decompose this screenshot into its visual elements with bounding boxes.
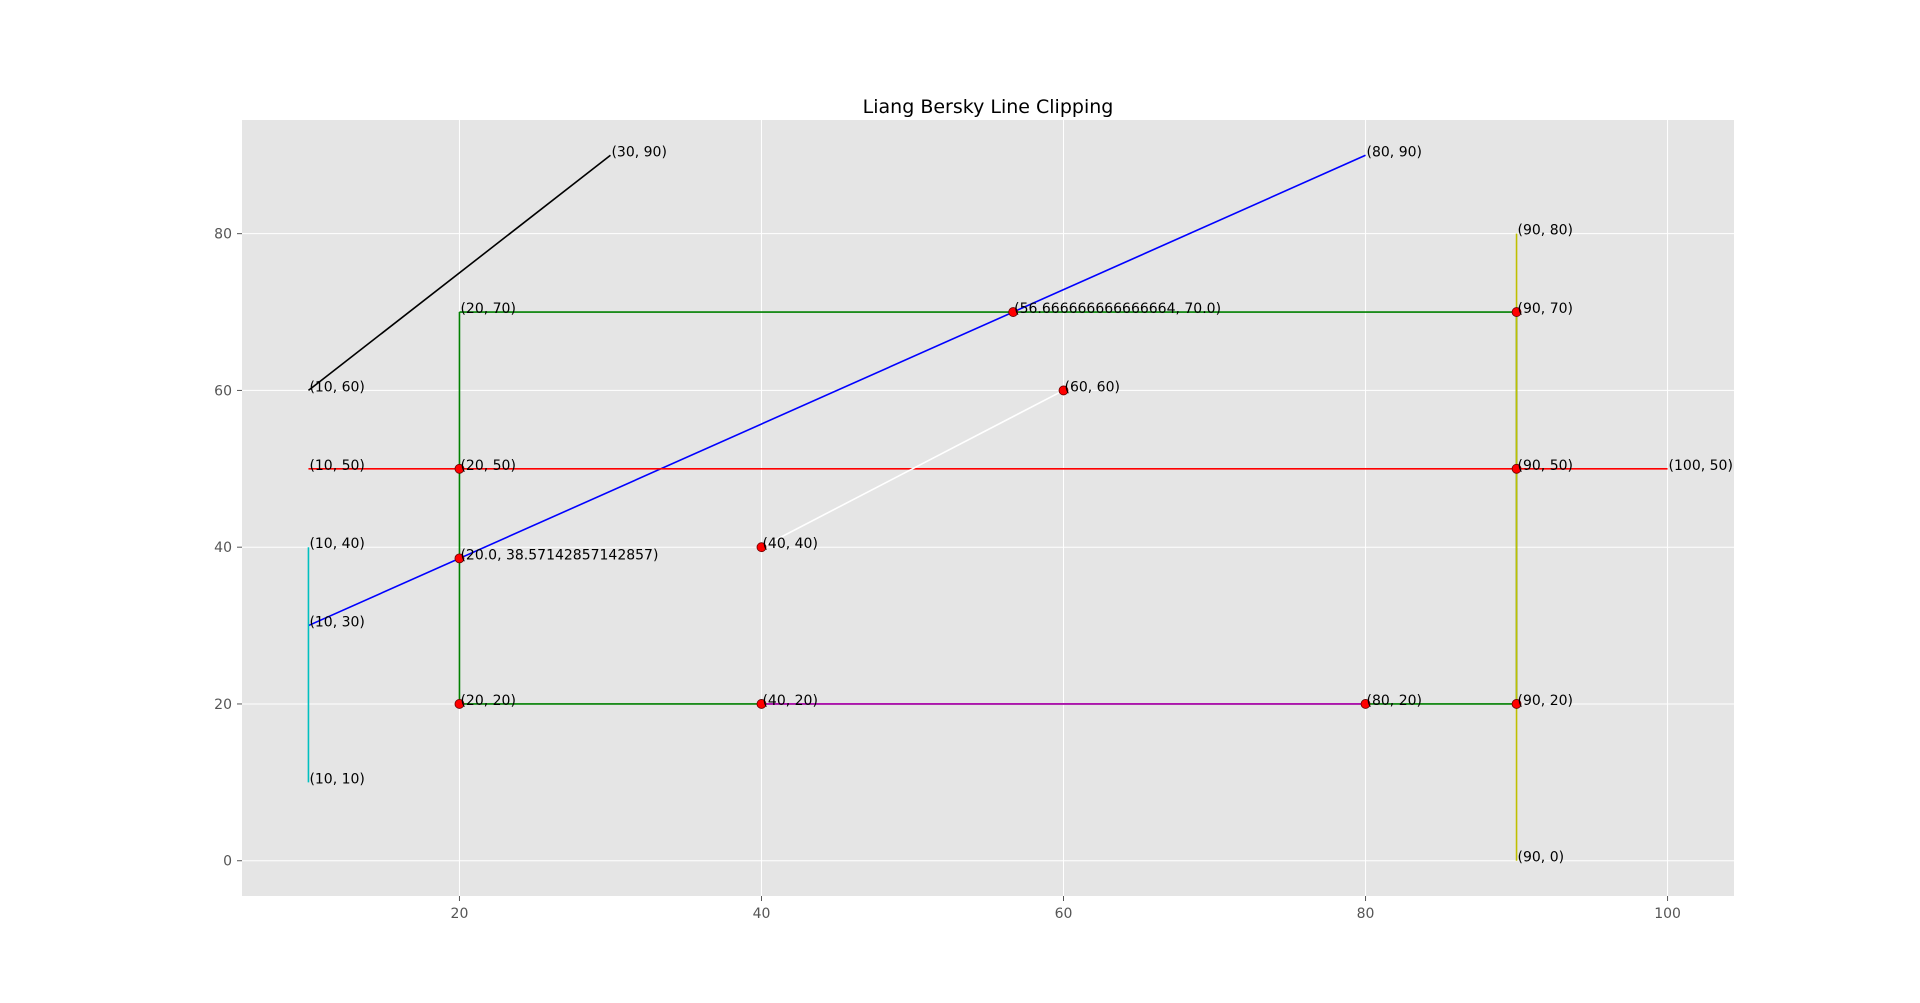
data-point	[1058, 385, 1069, 396]
point-label: (20, 70)	[460, 301, 515, 317]
series-line-1	[307, 154, 611, 392]
data-point	[454, 553, 465, 564]
x-tick-label: 20	[451, 906, 469, 922]
point-label: (80, 20)	[1367, 693, 1422, 709]
point-label: (40, 20)	[762, 693, 817, 709]
point-label: (60, 60)	[1065, 379, 1120, 395]
y-tick-label: 40	[214, 540, 232, 556]
point-label: (10, 50)	[309, 458, 364, 474]
x-tick-label: 60	[1055, 906, 1073, 922]
plot-area	[242, 120, 1734, 896]
point-label: (20, 20)	[460, 693, 515, 709]
point-label: (30, 90)	[611, 144, 666, 160]
point-label: (40, 40)	[762, 536, 817, 552]
data-point	[756, 699, 767, 709]
data-point	[1511, 307, 1522, 317]
series-lines	[307, 154, 1668, 861]
data-point	[1008, 307, 1019, 317]
data-point	[1511, 699, 1522, 709]
point-label: (20.0, 38.57142857142857)	[460, 547, 658, 563]
y-tick-label: 60	[214, 383, 232, 399]
point-label: (20, 50)	[460, 458, 515, 474]
data-point	[454, 699, 465, 709]
point-annotations: (30, 90) (80, 90) (90, 80) (20, 70) (56.6666…	[309, 144, 1732, 865]
point-label: (10, 10)	[309, 771, 364, 787]
point-label: (90, 20)	[1518, 693, 1573, 709]
data-point	[454, 463, 465, 474]
series-line-2	[308, 154, 1366, 627]
point-label: (90, 0)	[1518, 850, 1565, 866]
point-label: (10, 30)	[309, 615, 364, 631]
data-point	[756, 542, 767, 553]
chart-title: Liang Bersky Line Clipping	[863, 96, 1114, 118]
axis-ticks: 20 40 60 80 100 0 20 40 60 80	[214, 227, 1681, 922]
y-tick-label: 20	[214, 697, 232, 713]
point-label: (10, 60)	[309, 379, 364, 395]
y-tick-label: 0	[223, 854, 232, 870]
series-line-5	[761, 389, 1064, 548]
y-tick-label: 80	[214, 227, 232, 243]
x-tick-label: 100	[1654, 906, 1681, 922]
data-points	[454, 307, 1522, 709]
point-label: (10, 40)	[309, 536, 364, 552]
data-point	[1360, 699, 1371, 709]
point-label: (90, 80)	[1518, 223, 1573, 239]
point-label: (80, 90)	[1367, 144, 1422, 160]
point-label: (90, 50)	[1518, 458, 1573, 474]
point-label: (100, 50)	[1669, 458, 1733, 474]
point-label: (56.666666666666664, 70.0)	[1014, 301, 1221, 317]
point-label: (90, 70)	[1518, 301, 1573, 317]
x-tick-label: 80	[1357, 906, 1375, 922]
data-point	[1511, 463, 1522, 474]
x-tick-label: 40	[753, 906, 771, 922]
